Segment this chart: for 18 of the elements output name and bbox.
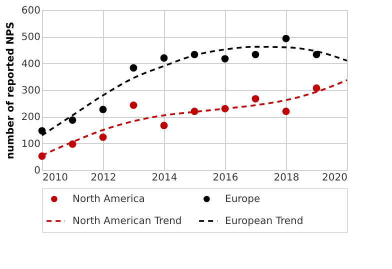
y-tick-label: 600	[21, 6, 40, 16]
legend-label: Europe	[225, 194, 260, 205]
y-tick-label: 400	[21, 58, 40, 70]
y-tick-label: 200	[21, 112, 40, 124]
legend-label: North American Trend	[72, 216, 182, 227]
x-tick-label: 2010	[42, 172, 68, 184]
y-tick-label: 0	[34, 166, 40, 176]
x-tick-label: 2018	[274, 172, 300, 184]
y-tick-label: 100	[21, 138, 40, 150]
y-tick-label: 500	[21, 32, 40, 44]
y-axis-title: number of reported NPS	[5, 22, 16, 160]
legend-label: North America	[72, 194, 145, 205]
x-tick-label: 2014	[152, 172, 178, 184]
legend-label: European Trend	[225, 216, 304, 227]
x-tick-label: 2016	[212, 172, 238, 184]
y-tick-label: 300	[21, 86, 40, 96]
x-tick-label: 2012	[90, 172, 116, 184]
x-tick-label: 2020	[322, 172, 348, 184]
